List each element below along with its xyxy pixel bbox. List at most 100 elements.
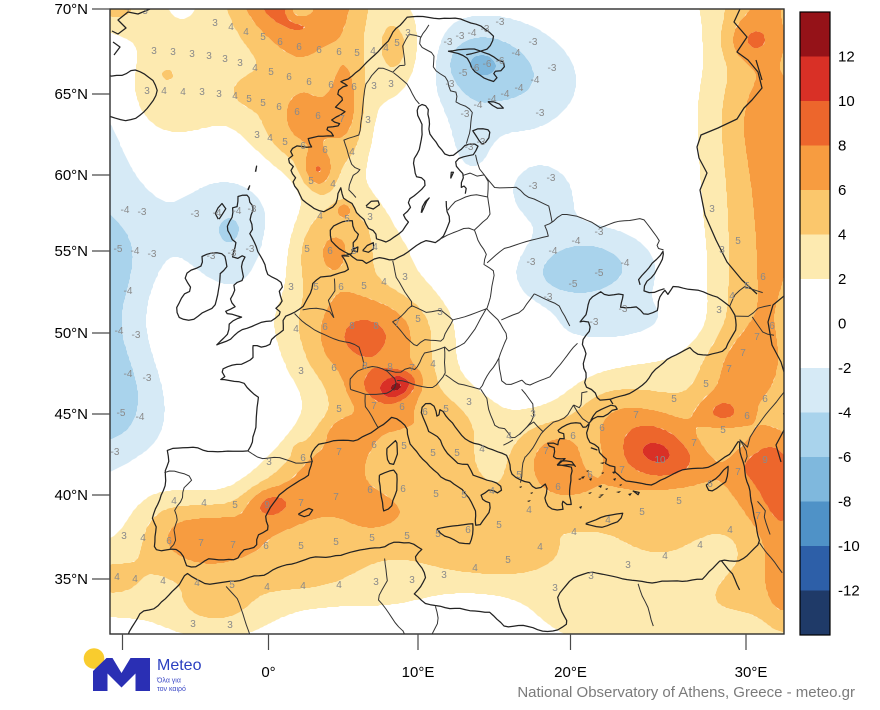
svg-text:-8: -8 <box>838 494 851 511</box>
svg-text:7: 7 <box>339 114 345 125</box>
svg-text:4: 4 <box>349 147 355 158</box>
svg-text:-3: -3 <box>111 447 120 458</box>
svg-text:3: 3 <box>212 18 218 29</box>
svg-text:-12: -12 <box>838 583 860 600</box>
svg-text:7: 7 <box>735 467 741 478</box>
svg-text:4: 4 <box>727 525 733 536</box>
svg-text:4: 4 <box>571 527 577 538</box>
svg-text:4: 4 <box>381 277 387 288</box>
svg-text:4: 4 <box>330 179 336 190</box>
svg-text:7: 7 <box>409 363 415 374</box>
svg-text:45°N: 45°N <box>54 406 88 423</box>
svg-text:-3: -3 <box>536 108 545 119</box>
svg-text:6: 6 <box>762 394 768 405</box>
svg-text:4: 4 <box>472 563 478 574</box>
svg-text:5: 5 <box>369 533 375 544</box>
svg-text:6: 6 <box>296 42 302 53</box>
svg-text:3: 3 <box>199 87 205 98</box>
svg-text:5: 5 <box>298 541 304 552</box>
svg-text:5: 5 <box>232 500 238 511</box>
svg-text:9: 9 <box>762 455 768 466</box>
svg-text:-5: -5 <box>459 68 468 79</box>
svg-text:-6: -6 <box>496 56 505 67</box>
svg-text:0: 0 <box>838 316 846 333</box>
svg-text:-4: -4 <box>549 246 558 257</box>
svg-text:5: 5 <box>333 537 339 548</box>
svg-text:6: 6 <box>263 541 269 552</box>
svg-text:3: 3 <box>121 531 127 542</box>
svg-text:6: 6 <box>315 111 321 122</box>
svg-text:6: 6 <box>555 482 561 493</box>
svg-text:6: 6 <box>276 102 282 113</box>
svg-text:5: 5 <box>454 448 460 459</box>
svg-text:3: 3 <box>222 54 228 65</box>
svg-text:7: 7 <box>336 447 342 458</box>
svg-text:10: 10 <box>654 455 666 466</box>
svg-text:7: 7 <box>543 446 549 457</box>
svg-text:4: 4 <box>662 551 668 562</box>
svg-text:3: 3 <box>719 245 725 256</box>
svg-text:5: 5 <box>260 32 266 43</box>
svg-text:-3: -3 <box>527 257 536 268</box>
svg-text:7: 7 <box>619 465 625 476</box>
svg-text:4: 4 <box>194 578 200 589</box>
svg-text:4: 4 <box>430 359 436 370</box>
svg-text:4: 4 <box>201 498 207 509</box>
svg-text:Meteo: Meteo <box>157 657 202 674</box>
svg-text:3: 3 <box>530 409 536 420</box>
svg-text:6: 6 <box>367 485 373 496</box>
svg-text:6: 6 <box>570 431 576 442</box>
svg-text:5: 5 <box>260 98 266 109</box>
svg-text:-3: -3 <box>595 227 604 238</box>
svg-text:-3: -3 <box>228 248 237 259</box>
svg-text:3: 3 <box>189 49 195 60</box>
svg-text:3: 3 <box>437 307 443 318</box>
svg-text:-3: -3 <box>529 37 538 48</box>
svg-text:3: 3 <box>405 28 411 39</box>
svg-text:6: 6 <box>338 282 344 293</box>
svg-text:-3: -3 <box>477 137 486 148</box>
svg-text:5: 5 <box>336 404 342 415</box>
svg-text:4: 4 <box>479 444 485 455</box>
svg-text:5: 5 <box>354 48 360 59</box>
svg-text:-4: -4 <box>572 236 581 247</box>
svg-text:-4: -4 <box>531 75 540 86</box>
svg-text:4: 4 <box>317 211 323 222</box>
svg-text:5: 5 <box>229 580 235 591</box>
svg-text:6: 6 <box>294 107 300 118</box>
svg-text:3: 3 <box>206 51 212 62</box>
svg-text:55°N: 55°N <box>54 243 88 260</box>
svg-text:5: 5 <box>430 448 436 459</box>
svg-text:-3: -3 <box>143 373 152 384</box>
svg-text:3: 3 <box>298 366 304 377</box>
svg-text:-3: -3 <box>446 79 455 90</box>
svg-text:6: 6 <box>327 246 333 257</box>
svg-text:3: 3 <box>371 81 377 92</box>
svg-text:6: 6 <box>400 484 406 495</box>
svg-text:4: 4 <box>180 87 186 98</box>
svg-text:5: 5 <box>435 529 441 540</box>
svg-text:3: 3 <box>588 571 594 582</box>
svg-text:4: 4 <box>370 46 376 57</box>
svg-text:6: 6 <box>744 411 750 422</box>
svg-text:7: 7 <box>333 492 339 503</box>
svg-text:3: 3 <box>402 272 408 283</box>
svg-text:-6: -6 <box>483 59 492 70</box>
svg-text:40°N: 40°N <box>54 487 88 504</box>
svg-text:5: 5 <box>744 281 750 292</box>
svg-text:-5: -5 <box>117 408 126 419</box>
svg-text:4: 4 <box>252 63 258 74</box>
svg-text:8: 8 <box>373 321 379 332</box>
svg-text:4: 4 <box>300 581 306 592</box>
svg-text:5: 5 <box>735 236 741 247</box>
svg-text:7: 7 <box>754 332 760 343</box>
svg-text:10: 10 <box>838 93 855 110</box>
svg-text:65°N: 65°N <box>54 86 88 103</box>
svg-text:4: 4 <box>124 3 130 14</box>
svg-text:7: 7 <box>198 538 204 549</box>
svg-text:6: 6 <box>587 470 593 481</box>
svg-text:6: 6 <box>316 45 322 56</box>
svg-text:-10: -10 <box>838 538 860 555</box>
svg-text:4: 4 <box>243 27 249 38</box>
svg-text:4: 4 <box>232 91 238 102</box>
